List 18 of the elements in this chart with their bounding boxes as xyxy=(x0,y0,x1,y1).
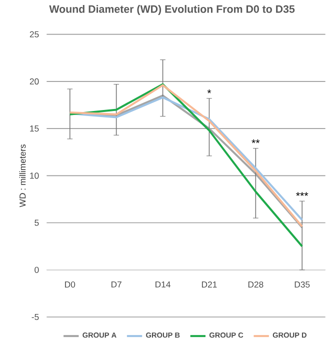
x-tick-label: D28 xyxy=(248,281,264,288)
annotation: * xyxy=(207,89,212,94)
annotation: ** xyxy=(252,139,260,144)
x-tick-label: D7 xyxy=(112,281,122,288)
y-tick-label: 20 xyxy=(30,78,39,85)
y-tick-label: 25 xyxy=(30,31,39,38)
chart-title: Wound Diameter (WD) Evolution From D0 to D35 xyxy=(49,5,295,15)
y-tick-label: 10 xyxy=(30,172,39,179)
y-tick-label: 0 xyxy=(34,266,39,273)
y-tick-label: 15 xyxy=(30,126,39,132)
y-tick-label: 5 xyxy=(34,220,39,226)
x-tick-label: D21 xyxy=(202,281,217,288)
annotation: *** xyxy=(296,192,308,196)
x-tick-label: D0 xyxy=(65,281,76,288)
x-tick-label: D35 xyxy=(294,281,310,288)
y-axis-title: WD : millimeters xyxy=(19,144,26,208)
y-tick-label: -5 xyxy=(32,314,39,320)
x-tick-label: D14 xyxy=(156,281,170,288)
